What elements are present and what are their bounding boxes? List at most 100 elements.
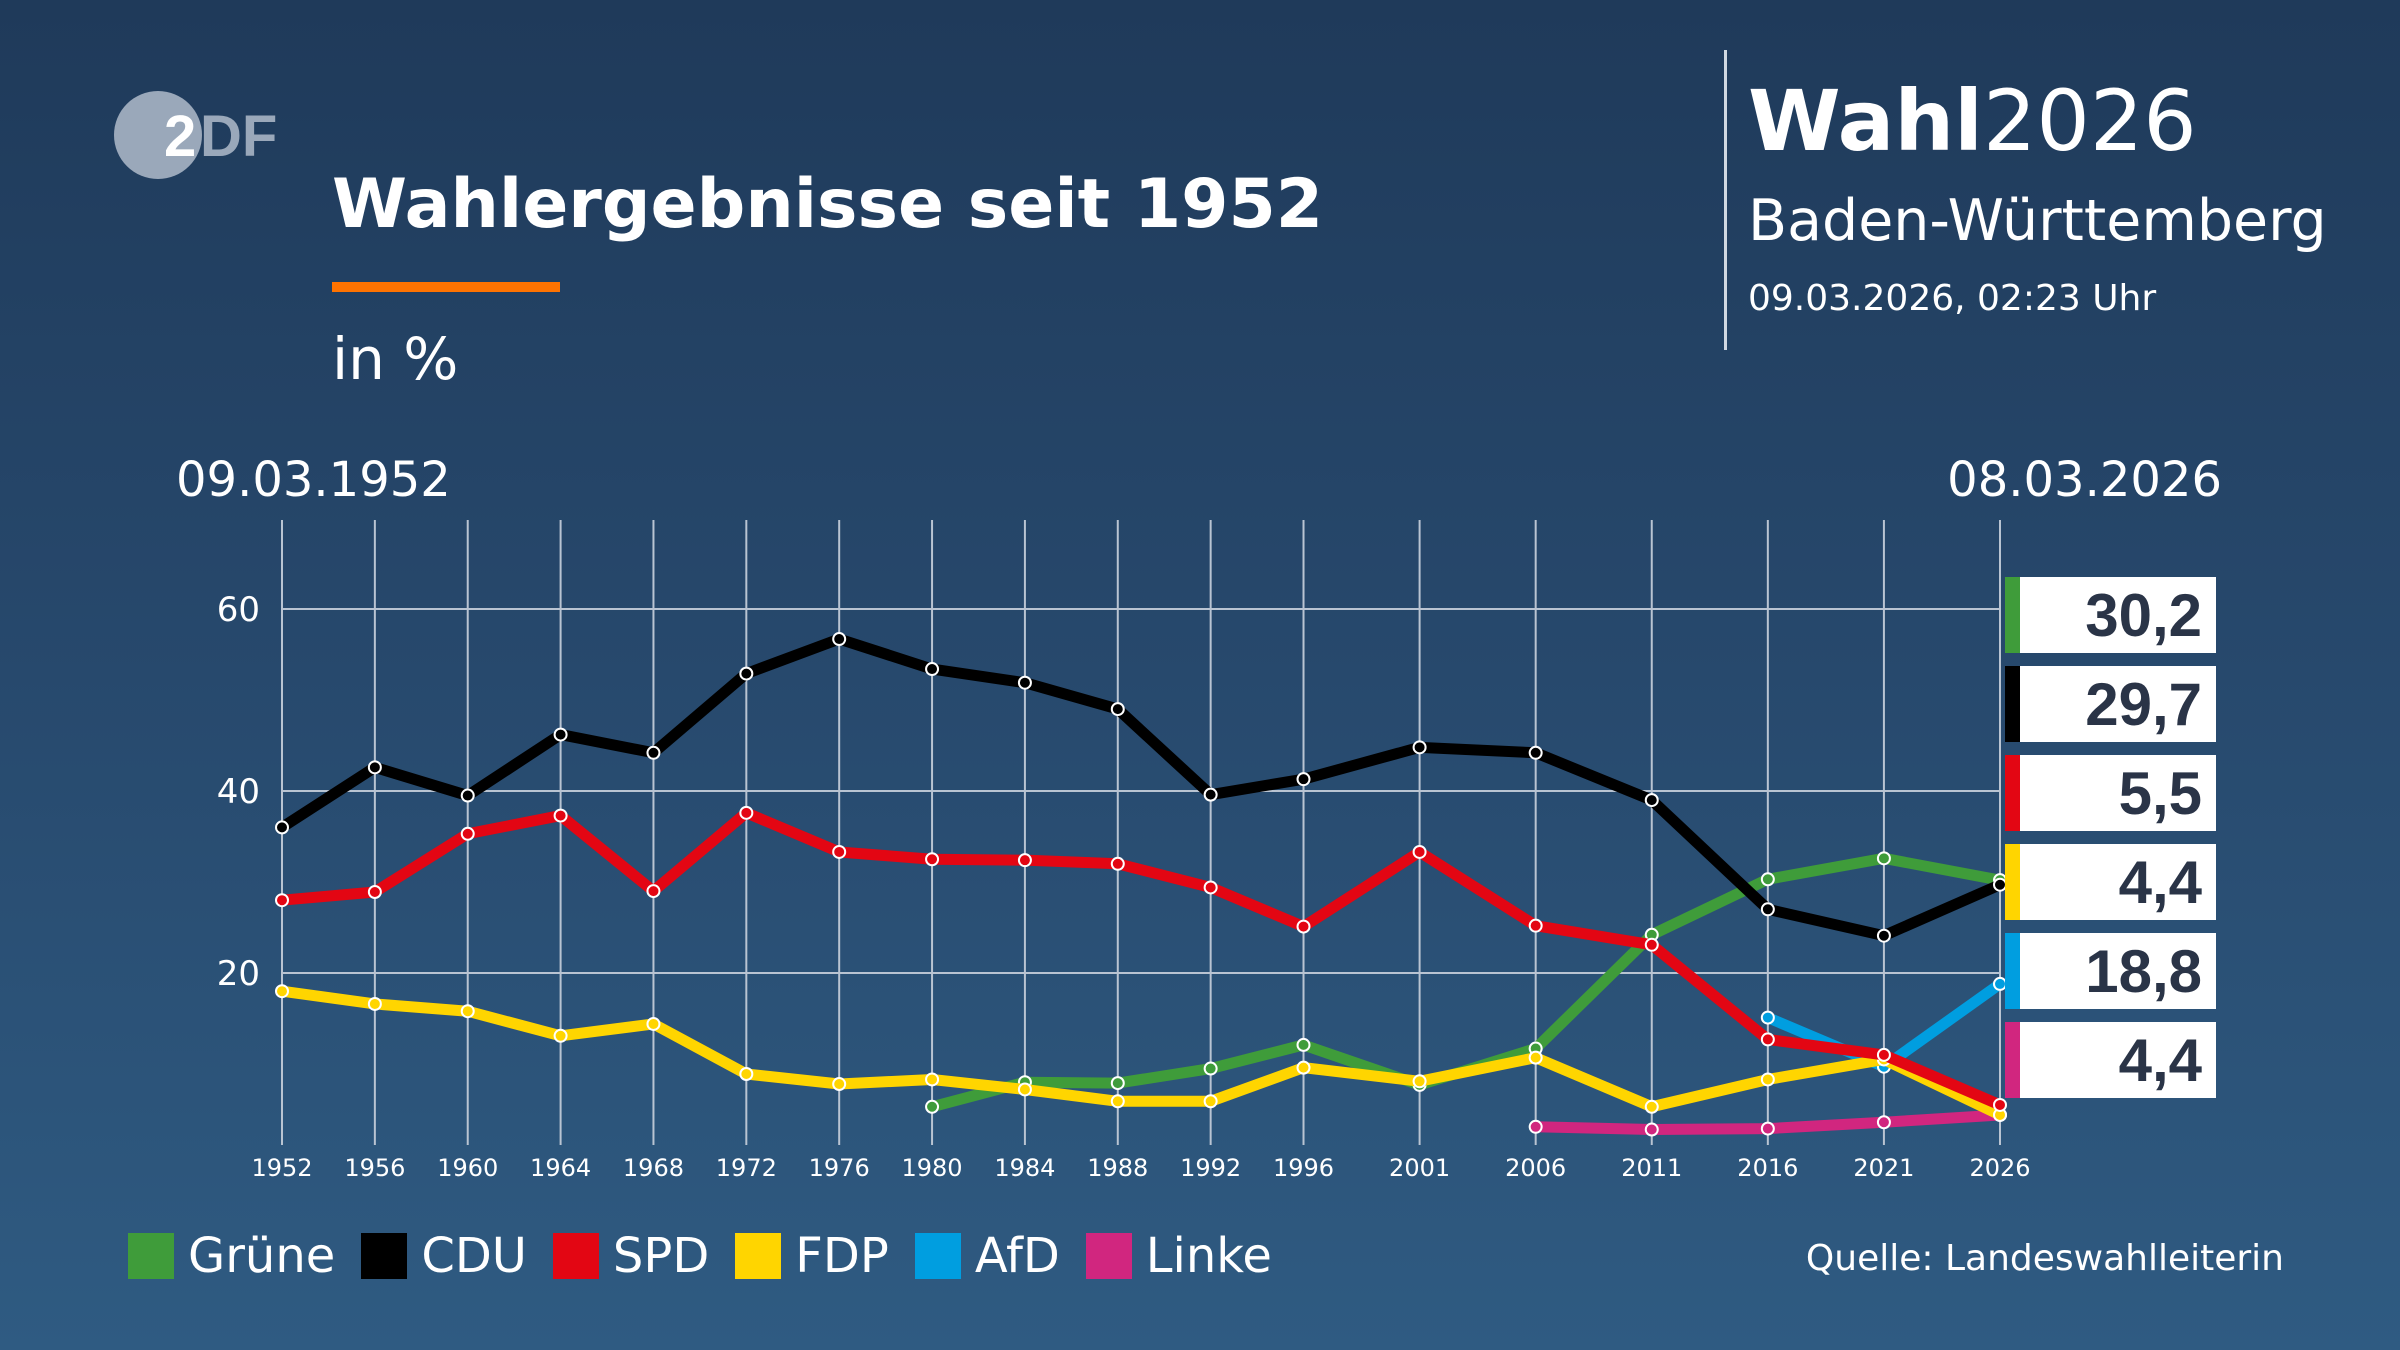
data-point-spd — [1017, 853, 1032, 868]
color-strip — [2005, 933, 2020, 1009]
data-point-spd — [1644, 937, 1659, 952]
svg-text:2: 2 — [164, 104, 196, 169]
header-divider — [1724, 50, 1727, 350]
legend-item-linke: Linke — [1085, 1228, 1272, 1284]
x-tick-label: 1972 — [716, 1154, 777, 1182]
value-label: 4,4 — [2118, 849, 2202, 916]
x-tick-label: 1988 — [1087, 1154, 1148, 1182]
data-point-spd — [646, 884, 661, 899]
value-label: 18,8 — [2085, 938, 2202, 1005]
wahl-brand: Wahl2026 — [1748, 72, 2197, 170]
color-strip — [2005, 577, 2020, 653]
data-point-spd — [1203, 880, 1218, 895]
x-tick-label: 1984 — [994, 1154, 1055, 1182]
x-tick-label: 2001 — [1389, 1154, 1450, 1182]
x-tick-label: 2011 — [1621, 1154, 1682, 1182]
x-tick-label: 1968 — [623, 1154, 684, 1182]
data-point-linke — [1760, 1121, 1775, 1136]
data-point-spd — [1760, 1032, 1775, 1047]
legend-swatch — [552, 1233, 599, 1279]
legend-label: Linke — [1145, 1228, 1272, 1284]
data-point-linke — [1876, 1115, 1891, 1130]
color-strip — [2005, 755, 2020, 831]
legend-item-fdp: FDP — [735, 1228, 889, 1284]
data-point-fdp — [1412, 1074, 1427, 1089]
end-date: 08.03.2026 — [1947, 452, 2222, 508]
data-point-fdp — [275, 984, 289, 999]
data-point-spd — [367, 885, 382, 900]
value-box-spd: 5,5 — [2005, 755, 2216, 831]
data-point-fdp — [1644, 1099, 1659, 1114]
color-strip — [2005, 1022, 2020, 1098]
data-point-cdu — [1203, 787, 1218, 802]
data-point-grüne — [1203, 1061, 1218, 1076]
value-box-linke: 4,4 — [2005, 1022, 2216, 1098]
x-tick-label: 1992 — [1180, 1154, 1241, 1182]
data-point-fdp — [1760, 1072, 1775, 1087]
value-box-fdp: 4,4 — [2005, 844, 2216, 920]
data-point-cdu — [275, 820, 289, 835]
data-point-cdu — [1644, 793, 1659, 808]
x-tick-label: 1976 — [809, 1154, 870, 1182]
data-point-spd — [925, 852, 940, 867]
region-label: Baden-Württemberg — [1748, 188, 2327, 254]
value-box-afd: 18,8 — [2005, 933, 2216, 1009]
value-label: 4,4 — [2118, 1027, 2202, 1094]
legend-item-cdu: CDU — [361, 1228, 527, 1284]
value-box-cdu: 29,7 — [2005, 666, 2216, 742]
data-point-spd — [1993, 1097, 2007, 1112]
data-point-grüne — [1296, 1037, 1311, 1052]
data-point-spd — [739, 805, 754, 820]
legend-label: Grüne — [188, 1228, 336, 1284]
data-point-fdp — [739, 1067, 754, 1082]
data-point-grüne — [1876, 851, 1891, 866]
data-point-fdp — [367, 996, 382, 1011]
unit-label: in % — [332, 325, 459, 393]
x-tick-label: 2021 — [1853, 1154, 1914, 1182]
color-strip — [2005, 844, 2020, 920]
value-label: 29,7 — [2085, 671, 2202, 738]
data-point-spd — [553, 808, 568, 823]
x-tick-label: 2006 — [1505, 1154, 1566, 1182]
data-point-fdp — [460, 1004, 475, 1019]
brand-bold: Wahl — [1748, 72, 1983, 170]
x-tick-label: 1960 — [437, 1154, 498, 1182]
svg-text:DF: DF — [200, 104, 277, 169]
brand-year: 2026 — [1982, 72, 2197, 170]
data-point-spd — [832, 844, 847, 859]
data-point-cdu — [460, 788, 475, 803]
data-point-spd — [1876, 1047, 1891, 1062]
data-point-cdu — [925, 662, 940, 677]
y-tick-label: 20 — [217, 954, 260, 994]
legend-swatch — [128, 1233, 174, 1279]
data-point-fdp — [553, 1028, 568, 1043]
legend-label: FDP — [795, 1228, 889, 1284]
legend-swatch — [735, 1233, 782, 1279]
data-point-spd — [1296, 919, 1311, 934]
data-point-cdu — [1412, 740, 1427, 755]
x-tick-label: 2016 — [1737, 1154, 1798, 1182]
data-point-cdu — [1760, 902, 1775, 917]
legend-label: CDU — [421, 1228, 527, 1284]
data-point-fdp — [925, 1072, 940, 1087]
data-point-spd — [460, 826, 475, 841]
color-strip — [2005, 666, 2020, 742]
series-line-spd — [276, 807, 2006, 1111]
data-point-fdp — [832, 1077, 847, 1092]
legend-swatch — [914, 1233, 961, 1279]
start-date: 09.03.1952 — [176, 452, 451, 508]
data-point-spd — [1528, 918, 1543, 933]
legend-swatch — [361, 1233, 408, 1279]
legend-label: SPD — [612, 1228, 710, 1284]
legend-swatch — [1085, 1233, 1132, 1279]
data-point-cdu — [739, 666, 754, 681]
data-point-cdu — [646, 745, 661, 760]
x-tick-label: 1996 — [1273, 1154, 1334, 1182]
y-tick-label: 60 — [217, 590, 260, 630]
data-point-cdu — [1876, 928, 1891, 943]
x-tick-label: 2026 — [1969, 1154, 2030, 1182]
legend-item-spd: SPD — [552, 1228, 710, 1284]
series-line-cdu — [276, 633, 2006, 942]
data-point-grüne — [925, 1099, 940, 1114]
